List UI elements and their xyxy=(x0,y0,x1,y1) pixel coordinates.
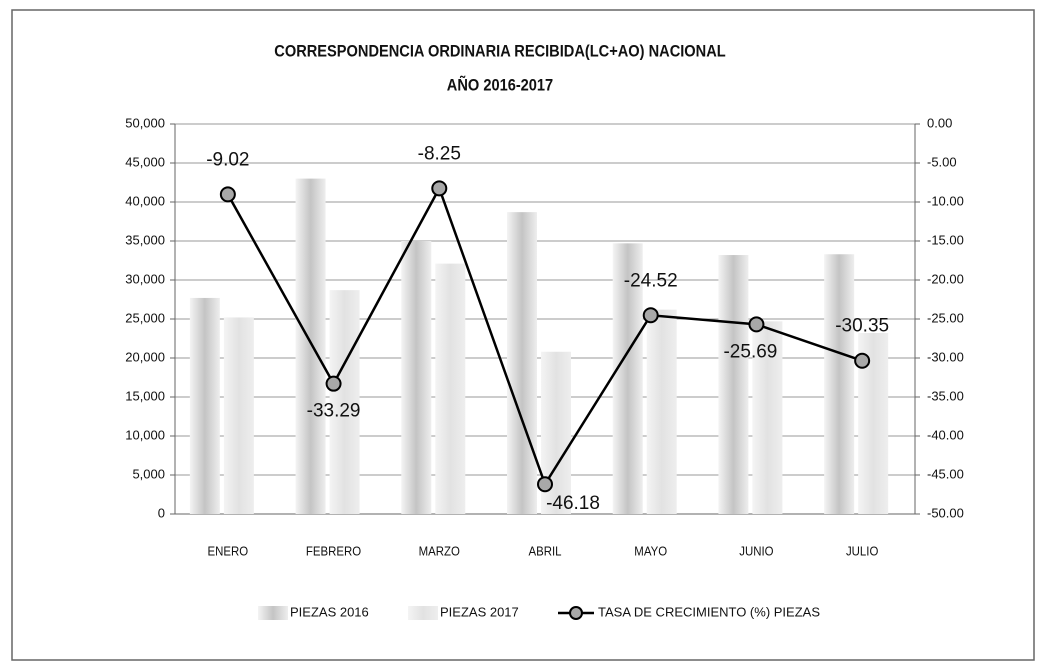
y-tick-label: 45,000 xyxy=(125,154,165,169)
y2-tick-label: -5.00 xyxy=(927,154,957,169)
bar xyxy=(189,297,220,514)
legend-swatch xyxy=(408,606,438,620)
data-label: -46.18 xyxy=(546,493,600,514)
y-tick-label: 15,000 xyxy=(125,388,165,403)
y-tick-label: 35,000 xyxy=(125,232,165,247)
bar xyxy=(612,243,643,514)
chart-title: CORRESPONDENCIA ORDINARIA RECIBIDA(LC+AO… xyxy=(274,43,726,61)
y2-tick-label: -15.00 xyxy=(927,232,964,247)
y2-tick-label: -35.00 xyxy=(927,388,964,403)
legend-swatch xyxy=(569,606,583,620)
y-tick-label: 5,000 xyxy=(132,466,165,481)
data-label: -9.02 xyxy=(206,149,249,170)
y-tick-label: 20,000 xyxy=(125,349,165,364)
bar xyxy=(824,254,855,514)
x-tick-label: MAYO xyxy=(634,544,667,559)
marker xyxy=(219,186,236,203)
y-tick-label: 50,000 xyxy=(125,115,165,130)
x-tick-label: ENERO xyxy=(208,544,249,559)
y2-tick-label: -10.00 xyxy=(927,193,964,208)
marker xyxy=(854,352,871,369)
y2-tick-label: -20.00 xyxy=(927,271,964,286)
marker xyxy=(748,316,765,333)
y2-tick-label: -40.00 xyxy=(927,427,964,442)
y-tick-label: 25,000 xyxy=(125,310,165,325)
marker xyxy=(537,476,553,493)
y-tick-label: 10,000 xyxy=(125,427,165,442)
bar xyxy=(329,290,360,514)
data-label: -33.29 xyxy=(307,401,361,422)
x-tick-label: JUNIO xyxy=(739,544,773,559)
y2-tick-label: 0.00 xyxy=(927,115,952,130)
y-tick-label: 30,000 xyxy=(125,271,165,286)
bar xyxy=(718,255,749,515)
y2-tick-label: -50.00 xyxy=(927,505,964,520)
bar xyxy=(507,212,537,514)
x-tick-label: JULIO xyxy=(846,544,878,559)
bar xyxy=(295,178,326,514)
x-tick-label: ABRIL xyxy=(528,544,561,559)
legend-label: PIEZAS 2017 xyxy=(440,604,519,619)
bar xyxy=(223,317,254,514)
y2-tick-label: -45.00 xyxy=(927,466,964,481)
bar xyxy=(752,321,783,514)
chart-subtitle: AÑO 2016-2017 xyxy=(447,73,554,94)
legend-label: TASA DE CRECIMIENTO (%) PIEZAS xyxy=(598,604,820,619)
bar xyxy=(646,309,677,514)
y2-tick-label: -30.00 xyxy=(927,349,964,364)
legend-label: PIEZAS 2016 xyxy=(290,604,369,619)
bar xyxy=(435,263,466,514)
y2-tick-label: -25.00 xyxy=(927,310,964,325)
data-label: -25.69 xyxy=(723,341,777,362)
legend-swatch xyxy=(258,606,288,620)
marker xyxy=(642,307,659,324)
y-tick-label: 40,000 xyxy=(125,193,165,208)
data-label: -30.35 xyxy=(835,316,889,337)
marker xyxy=(325,375,342,392)
x-tick-label: FEBRERO xyxy=(306,544,361,559)
x-tick-label: MARZO xyxy=(419,544,460,559)
marker xyxy=(431,180,448,197)
data-label: -24.52 xyxy=(624,270,678,291)
y-tick-label: 0 xyxy=(158,505,165,520)
data-label: -8.25 xyxy=(418,143,461,164)
bar xyxy=(401,241,432,514)
